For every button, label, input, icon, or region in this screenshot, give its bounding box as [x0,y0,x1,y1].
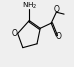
Text: O: O [54,5,60,14]
Text: NH$_2$: NH$_2$ [22,1,37,11]
Text: O: O [11,29,17,38]
Text: O: O [56,32,62,41]
